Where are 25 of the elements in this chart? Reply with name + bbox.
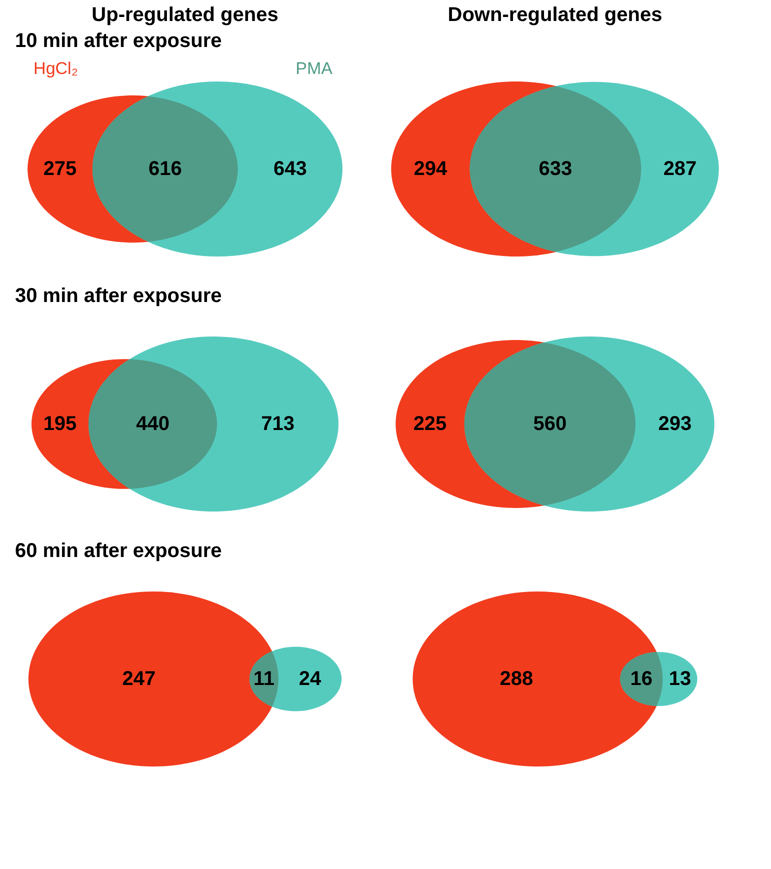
data-label: 633 xyxy=(538,158,572,180)
data-label: 293 xyxy=(658,413,692,435)
data-label: 16 xyxy=(630,668,653,690)
text: Down-regulated genes xyxy=(448,4,662,26)
data-label: 560 xyxy=(533,413,567,435)
data-label: 643 xyxy=(273,158,307,180)
text: 10 min after exposure xyxy=(15,30,222,52)
text: 60 min after exposure xyxy=(15,540,222,562)
data-label: 24 xyxy=(298,668,322,690)
data-label: 294 xyxy=(414,158,448,180)
data-label: 195 xyxy=(43,413,77,435)
data-label: 287 xyxy=(663,158,697,180)
data-label: 247 xyxy=(122,668,156,690)
data-label: 713 xyxy=(261,413,294,435)
data-label: 225 xyxy=(413,413,447,435)
category-label: HgCl₂ xyxy=(34,59,78,78)
data-label: 11 xyxy=(253,668,275,690)
text: 30 min after exposure xyxy=(15,285,222,307)
data-label: 616 xyxy=(148,158,182,180)
data-label: 13 xyxy=(668,668,692,690)
data-label: 440 xyxy=(136,413,170,435)
data-label: 275 xyxy=(43,158,77,180)
category-label: PMA xyxy=(296,59,334,78)
data-label: 288 xyxy=(500,668,534,690)
text: Up-regulated genes xyxy=(92,4,278,26)
